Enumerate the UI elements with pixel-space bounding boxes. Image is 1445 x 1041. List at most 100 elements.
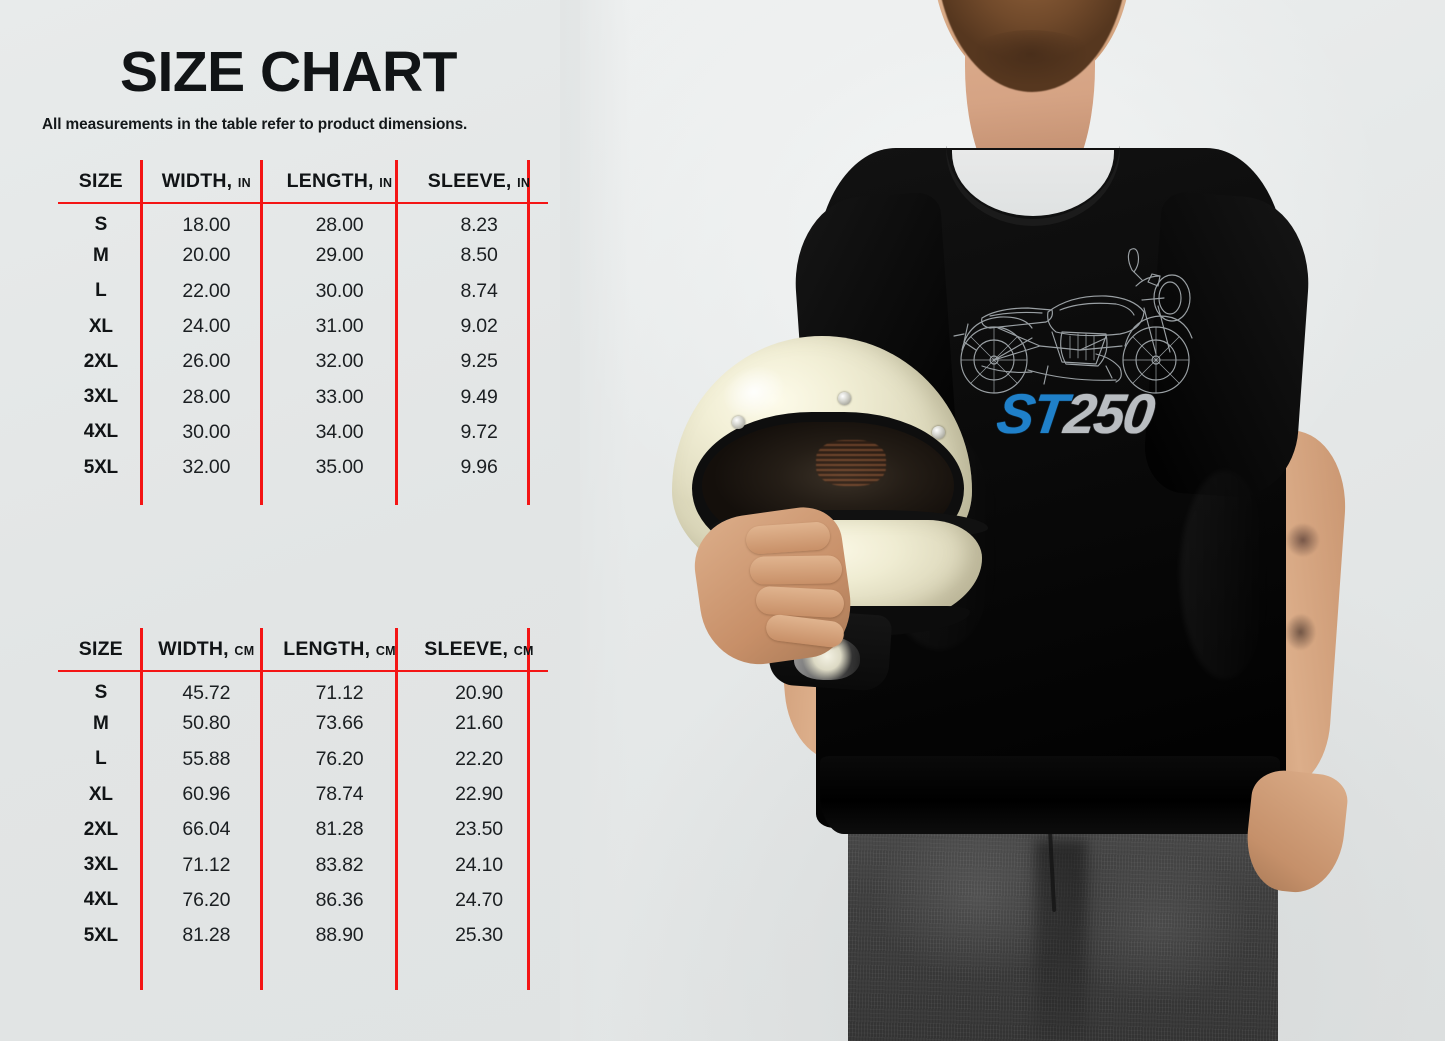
size-table-centimeters: SIZE WIDTH, CM LENGTH, CM SLEEVE, CM S 4… (58, 628, 548, 990)
measurements-table-inches: SIZE WIDTH, IN LENGTH, IN SLEEVE, IN S 1… (58, 160, 548, 485)
column-header-width: WIDTH, CM (143, 628, 270, 672)
column-header-sleeve: SLEEVE, IN (410, 160, 548, 204)
tshirt-hem (820, 756, 1280, 834)
header-unit: CM (234, 643, 255, 658)
st250-logo: ST250 (916, 382, 1234, 445)
header-unit: IN (237, 175, 251, 190)
cell-width: 30.00 (182, 420, 231, 443)
cell-width: 60.96 (182, 783, 231, 806)
cell-length: 78.74 (315, 783, 364, 806)
cell-sleeve: 25.30 (455, 924, 503, 947)
table-row: XL 60.96 78.74 22.90 (58, 777, 548, 812)
cell-sleeve: 9.49 (460, 385, 498, 408)
finger (745, 521, 831, 555)
cell-width: 81.28 (182, 924, 231, 947)
cell-sleeve: 9.96 (460, 456, 498, 479)
tshirt-fold (1180, 470, 1270, 680)
cell-size: 3XL (83, 386, 118, 408)
cell-sleeve: 24.10 (455, 853, 503, 876)
header-unit: CM (375, 643, 396, 658)
table-row: M 20.00 29.00 8.50 (58, 238, 548, 273)
cell-width: 26.00 (182, 350, 231, 373)
table-rule-vertical (527, 160, 530, 505)
cell-sleeve: 8.23 (460, 213, 498, 236)
table-row: XL 24.00 31.00 9.02 (58, 309, 548, 344)
table-row: L 22.00 30.00 8.74 (58, 274, 548, 309)
jeans-shadow (1035, 840, 1087, 1040)
cell-size: 4XL (83, 421, 118, 443)
header-label: LENGTH, (286, 169, 374, 192)
helmet-rivet-icon (732, 416, 745, 429)
table-row: S 18.00 28.00 8.23 (58, 203, 548, 238)
cell-length: 32.00 (315, 350, 364, 373)
column-header-length: LENGTH, CM (269, 628, 411, 672)
table-rule-vertical (140, 628, 143, 990)
logo-prefix: ST (993, 382, 1070, 445)
helmet-rivet-icon (932, 426, 945, 439)
header-label: LENGTH, (283, 637, 371, 660)
cell-sleeve: 9.02 (460, 315, 498, 338)
table-row: 4XL 30.00 34.00 9.72 (58, 415, 548, 450)
cell-width: 66.04 (182, 818, 231, 841)
page-title: SIZE CHART (120, 40, 458, 104)
header-unit: IN (517, 175, 531, 190)
cell-size: L (95, 280, 107, 302)
cell-size: 5XL (83, 924, 118, 946)
cell-length: 30.00 (315, 279, 364, 302)
header-label: SIZE (78, 637, 123, 660)
cell-size: L (95, 748, 107, 770)
cell-length: 76.20 (315, 747, 364, 770)
motorcycle-icon (953, 248, 1193, 394)
cell-length: 33.00 (315, 385, 364, 408)
measurements-table-centimeters: SIZE WIDTH, CM LENGTH, CM SLEEVE, CM S 4… (58, 628, 548, 953)
header-label: WIDTH, (158, 637, 229, 660)
table-row: L 55.88 76.20 22.20 (58, 742, 548, 777)
table-header-row: SIZE WIDTH, CM LENGTH, CM SLEEVE, CM (58, 628, 548, 672)
table-row: M 50.80 73.66 21.60 (58, 706, 548, 741)
cell-size: S (94, 682, 108, 704)
cell-sleeve: 21.60 (455, 712, 503, 735)
helmet-inner-padding (816, 440, 886, 486)
cell-width: 28.00 (182, 385, 231, 408)
table-rule-vertical (527, 628, 530, 990)
header-unit: IN (379, 175, 393, 190)
table-row: S 45.72 71.12 20.90 (58, 671, 548, 706)
model-beard-shadow (952, 30, 1110, 116)
column-header-width: WIDTH, IN (143, 160, 270, 204)
tshirt-print: ST250 (920, 246, 1230, 446)
cell-sleeve: 22.90 (455, 783, 503, 806)
cell-width: 71.12 (182, 853, 231, 876)
cell-size: 2XL (83, 350, 118, 372)
cell-length: 81.28 (315, 818, 364, 841)
column-header-size: SIZE (58, 628, 144, 672)
table-row: 3XL 71.12 83.82 24.10 (58, 847, 548, 882)
cell-size: M (93, 712, 109, 734)
cell-size: M (93, 244, 109, 266)
cell-length: 31.00 (315, 315, 364, 338)
cell-sleeve: 9.25 (460, 350, 498, 373)
column-header-sleeve: SLEEVE, CM (410, 628, 548, 672)
cell-width: 45.72 (182, 681, 231, 704)
table-row: 4XL 76.20 86.36 24.70 (58, 883, 548, 918)
cell-sleeve: 8.74 (460, 279, 498, 302)
cell-width: 32.00 (182, 456, 231, 479)
cell-length: 71.12 (315, 681, 364, 704)
cell-width: 20.00 (182, 244, 231, 267)
table-row: 3XL 28.00 33.00 9.49 (58, 379, 548, 414)
cell-length: 88.90 (315, 924, 364, 947)
table-row: 2XL 26.00 32.00 9.25 (58, 344, 548, 379)
header-label: SLEEVE, (427, 169, 512, 192)
cell-length: 73.66 (315, 712, 364, 735)
cell-length: 28.00 (315, 213, 364, 236)
cell-sleeve: 9.72 (460, 420, 498, 443)
cell-width: 76.20 (182, 888, 231, 911)
table-header-row: SIZE WIDTH, IN LENGTH, IN SLEEVE, IN (58, 160, 548, 204)
cell-length: 86.36 (315, 888, 364, 911)
cell-length: 83.82 (315, 853, 364, 876)
cell-size: 3XL (83, 854, 118, 876)
cell-width: 22.00 (182, 279, 231, 302)
cell-size: 4XL (83, 889, 118, 911)
page-subtitle: All measurements in the table refer to p… (42, 116, 468, 133)
size-table-inches: SIZE WIDTH, IN LENGTH, IN SLEEVE, IN S 1… (58, 160, 548, 505)
